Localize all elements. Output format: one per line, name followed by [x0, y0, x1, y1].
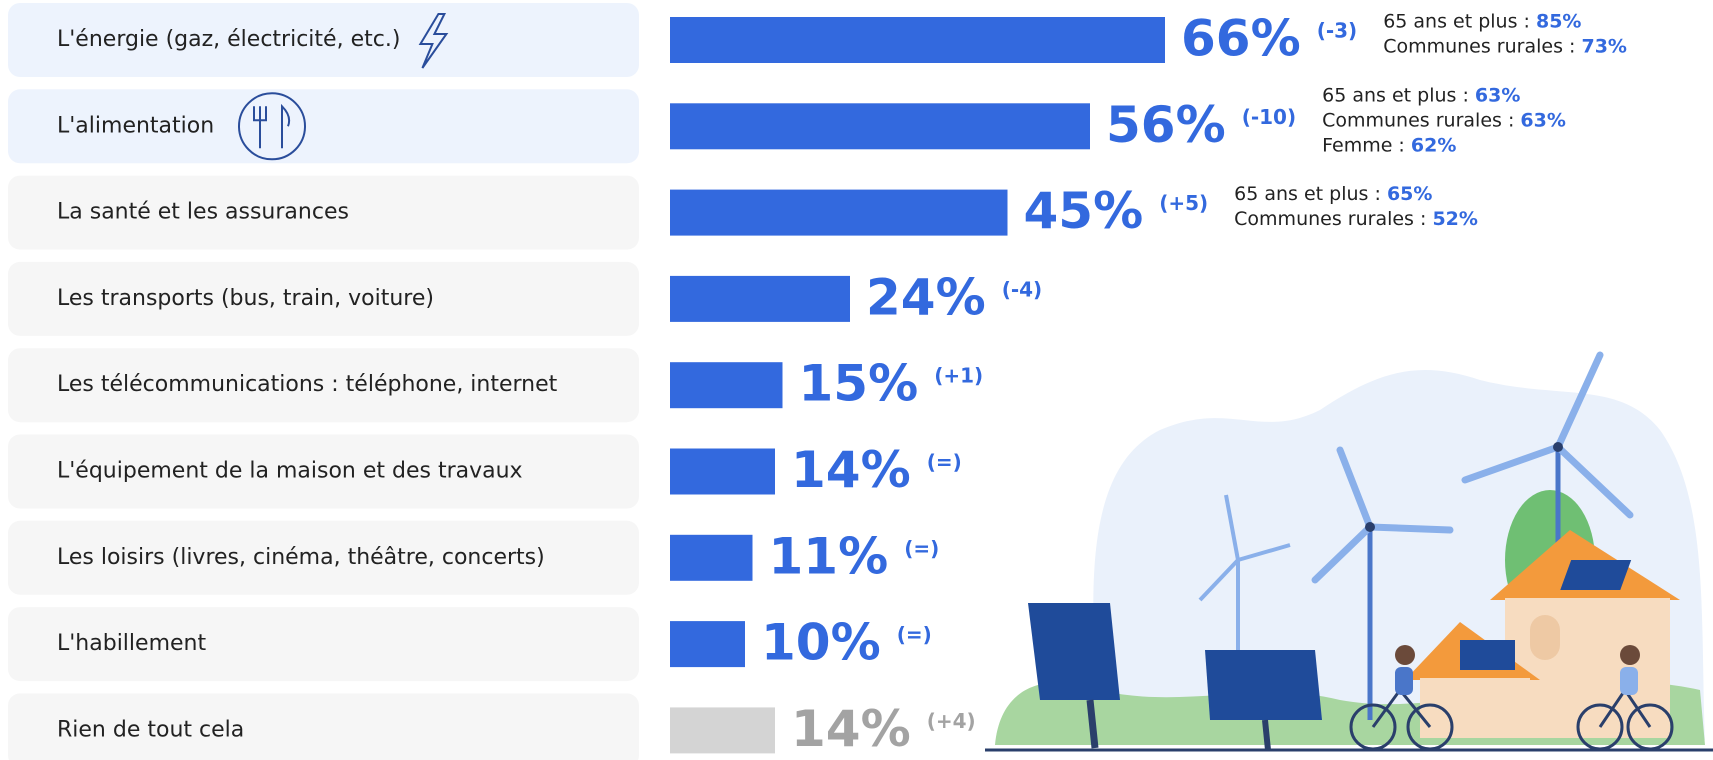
illustration	[985, 351, 1713, 752]
row-box	[8, 3, 639, 77]
note-label: Femme :	[1322, 134, 1405, 156]
row-box	[8, 434, 639, 509]
row-box	[8, 175, 639, 250]
note: 65 ans et plus : 65%	[1234, 183, 1432, 205]
value-label: 10%	[761, 614, 881, 672]
category-label: Les loisirs (livres, cinéma, théâtre, co…	[57, 545, 545, 570]
row-box	[8, 261, 639, 336]
bar	[670, 707, 775, 754]
note-value: 52%	[1432, 208, 1477, 230]
category-label: Les transports (bus, train, voiture)	[57, 286, 434, 311]
change-label: (+1)	[934, 364, 983, 388]
category-label: L'énergie (gaz, électricité, etc.)	[57, 27, 400, 52]
value-label: 66%	[1181, 10, 1301, 68]
value-label: 14%	[791, 700, 911, 758]
row-box	[8, 607, 639, 682]
note-value: 85%	[1536, 10, 1581, 32]
note: Communes rurales : 73%	[1383, 35, 1627, 57]
row-box	[8, 89, 639, 164]
icon-food	[253, 103, 291, 149]
change-label: (+4)	[927, 709, 976, 733]
bar	[670, 621, 745, 668]
bar	[670, 448, 775, 495]
note: 65 ans et plus : 63%	[1322, 84, 1520, 106]
value-label: 24%	[866, 268, 986, 326]
icon-food	[238, 92, 306, 161]
note-value: 63%	[1475, 84, 1520, 106]
bar	[670, 103, 1090, 150]
value-label: 45%	[1024, 182, 1144, 240]
change-label: (=)	[897, 623, 932, 647]
row-box	[8, 693, 639, 760]
note-value: 63%	[1520, 109, 1565, 131]
category-label: Rien de tout cela	[57, 717, 244, 742]
change-label: (-10)	[1242, 105, 1296, 129]
row-box	[8, 348, 639, 423]
change-label: (-3)	[1317, 19, 1358, 43]
bar	[670, 189, 1008, 236]
note-label: Communes rurales :	[1383, 35, 1575, 57]
value-label: 56%	[1106, 96, 1226, 154]
change-label: (=)	[927, 450, 962, 474]
change-label: (=)	[904, 536, 939, 560]
category-label: La santé et les assurances	[57, 200, 349, 225]
note: 65 ans et plus : 85%	[1383, 10, 1581, 32]
bar	[670, 17, 1165, 63]
change-label: (-4)	[1002, 277, 1043, 301]
bar	[670, 534, 753, 581]
category-label: Les télécommunications : téléphone, inte…	[57, 372, 558, 397]
note-label: Communes rurales :	[1234, 208, 1426, 230]
category-label: L'habillement	[57, 631, 206, 656]
note: Femme : 62%	[1322, 134, 1456, 156]
note-value: 65%	[1387, 183, 1432, 205]
value-label: 14%	[791, 441, 911, 499]
note: Communes rurales : 63%	[1322, 109, 1566, 131]
note-value: 73%	[1581, 35, 1626, 57]
note-label: 65 ans et plus :	[1322, 84, 1469, 106]
value-label: 11%	[769, 527, 889, 585]
bar	[670, 275, 850, 322]
bar	[670, 362, 783, 409]
icon-energy	[418, 13, 449, 69]
category-label: L'alimentation	[57, 113, 214, 138]
note: Communes rurales : 52%	[1234, 208, 1478, 230]
category-label: L'équipement de la maison et des travaux	[57, 459, 523, 484]
change-label: (+5)	[1159, 191, 1208, 215]
value-label: 15%	[799, 355, 919, 413]
note-label: 65 ans et plus :	[1234, 183, 1381, 205]
row-box	[8, 520, 639, 595]
note-value: 62%	[1411, 134, 1456, 156]
note-label: Communes rurales :	[1322, 109, 1514, 131]
note-label: 65 ans et plus :	[1383, 10, 1530, 32]
